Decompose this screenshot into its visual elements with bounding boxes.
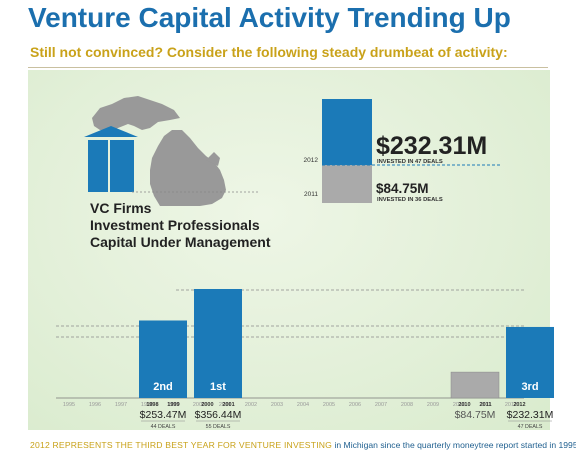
tick-label-2010: 2010 [453,402,465,408]
value-label-2011: $84.75M [376,181,429,196]
value-label-1999: $253.47M [140,409,187,421]
tick-label-2009: 2009 [427,402,439,408]
tick-label-2006: 2006 [349,402,361,408]
tick-label-2004: 2004 [297,402,309,408]
building-icon [84,126,138,192]
tick-label-2005: 2005 [323,402,335,408]
tick-label-1999: 1999 [167,402,179,408]
bar-2000 [194,289,242,398]
value-label-2011: $84.75M [455,409,496,421]
page-title: Venture Capital Activity Trending Up [28,2,511,33]
timeline-chart: 1995 1996 1997 1998 1999 2000 2001 2002 2003 2004… [56,289,554,430]
bar-year-b-2000: 2001 [222,402,234,408]
year-label-2011: 2011 [304,191,318,198]
year-label-2012: 2012 [304,157,319,164]
deals-label-2000: 55 DEALS [206,424,231,430]
rank-label-1999: 2nd [153,381,173,393]
page-subtitle: Still not convinced? Consider the follow… [30,44,508,60]
sub-label-2012: INVESTED IN 47 DEALS [377,159,443,165]
bar-year-a-2000: 2000 [201,402,213,408]
footer-rest: in Michigan since the quarterly moneytre… [332,440,576,450]
value-label-2000: $356.44M [195,409,242,421]
tick-label-1998: 1998 [141,402,153,408]
tick-label-2001: 2001 [219,402,231,408]
bar-year-a-2012: 2012 [513,402,525,408]
bar-1999 [139,320,187,398]
tick-label-1997: 1997 [115,402,127,408]
bar-year-b-2011: 2011 [480,402,492,408]
deals-label-1999: 44 DEALS [151,424,176,430]
divider [28,67,548,68]
sub-label-2011: INVESTED IN 36 DEALS [377,197,443,203]
rank-label-2012: 3rd [521,381,538,393]
bar-year-a-1999: 1998 [146,402,158,408]
tick-label-1996: 1996 [89,402,101,408]
bar-year-a-2011: 2010 [458,402,470,408]
tick-label-2012: 2012 [505,402,517,408]
rank-label-2000: 1st [210,381,226,393]
tick-label-2000: 2000 [193,402,205,408]
label-capital-under-management: Capital Under Management [90,234,271,250]
tick-label-2007: 2007 [375,402,387,408]
label-investment-professionals: Investment Professionals [90,217,260,233]
value-label-2012: $232.31M [507,409,554,421]
footer-highlight: 2012 REPRESENTS THE THIRD BEST YEAR FOR … [30,440,333,450]
tick-label-1995: 1995 [63,402,75,408]
tick-label-2003: 2003 [271,402,283,408]
bar-year-b-1999: 1999 [167,402,179,408]
value-label-2012: $232.31M [376,132,487,160]
bar-2011 [450,371,500,399]
tick-label-2008: 2008 [401,402,413,408]
bar-2011 [322,165,372,203]
tick-label-2011: 2011 [479,402,491,408]
label-vc-firms: VC Firms [90,200,152,216]
michigan-map-icon [92,96,226,206]
bar-2012 [322,99,372,166]
tick-label-2002: 2002 [245,402,257,408]
footer-note: 2012 REPRESENTS THE THIRD BEST YEAR FOR … [30,440,576,450]
deals-label-2012: 47 DEALS [518,424,543,430]
bar-2012 [506,326,554,398]
